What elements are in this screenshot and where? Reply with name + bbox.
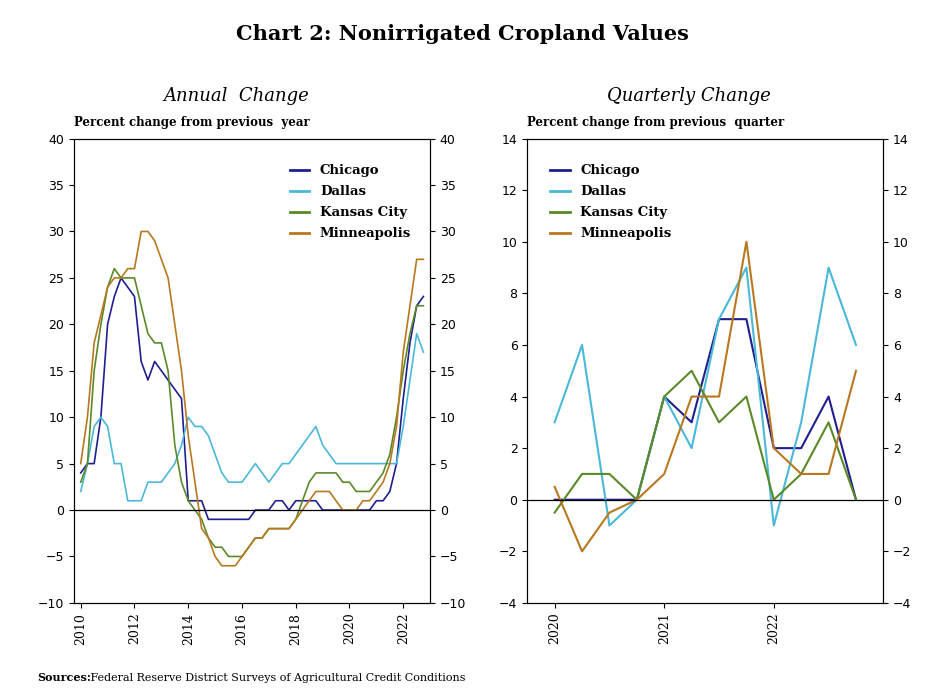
Legend: Chicago, Dallas, Kansas City, Minneapolis: Chicago, Dallas, Kansas City, Minneapoli… <box>545 159 677 245</box>
Text: Percent change from previous  year: Percent change from previous year <box>74 116 310 130</box>
Text: Chart 2: Nonirrigated Cropland Values: Chart 2: Nonirrigated Cropland Values <box>236 24 689 44</box>
Text: Percent change from previous  quarter: Percent change from previous quarter <box>527 116 784 130</box>
Text: Federal Reserve District Surveys of Agricultural Credit Conditions: Federal Reserve District Surveys of Agri… <box>87 673 465 683</box>
Legend: Chicago, Dallas, Kansas City, Minneapolis: Chicago, Dallas, Kansas City, Minneapoli… <box>284 159 416 245</box>
Text: Annual  Change: Annual Change <box>163 87 309 105</box>
Text: Sources:: Sources: <box>37 672 91 683</box>
Text: Quarterly Change: Quarterly Change <box>607 87 771 105</box>
